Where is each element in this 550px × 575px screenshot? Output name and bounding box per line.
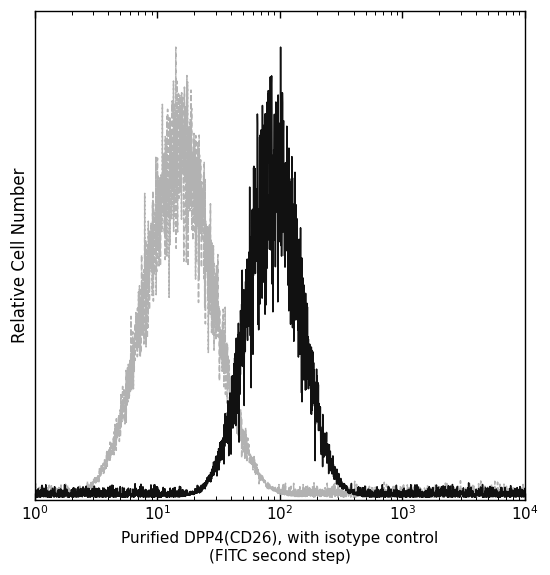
X-axis label: Purified DPP4(CD26), with isotype control
(FITC second step): Purified DPP4(CD26), with isotype contro… xyxy=(121,531,438,564)
Y-axis label: Relative Cell Number: Relative Cell Number xyxy=(11,167,29,343)
